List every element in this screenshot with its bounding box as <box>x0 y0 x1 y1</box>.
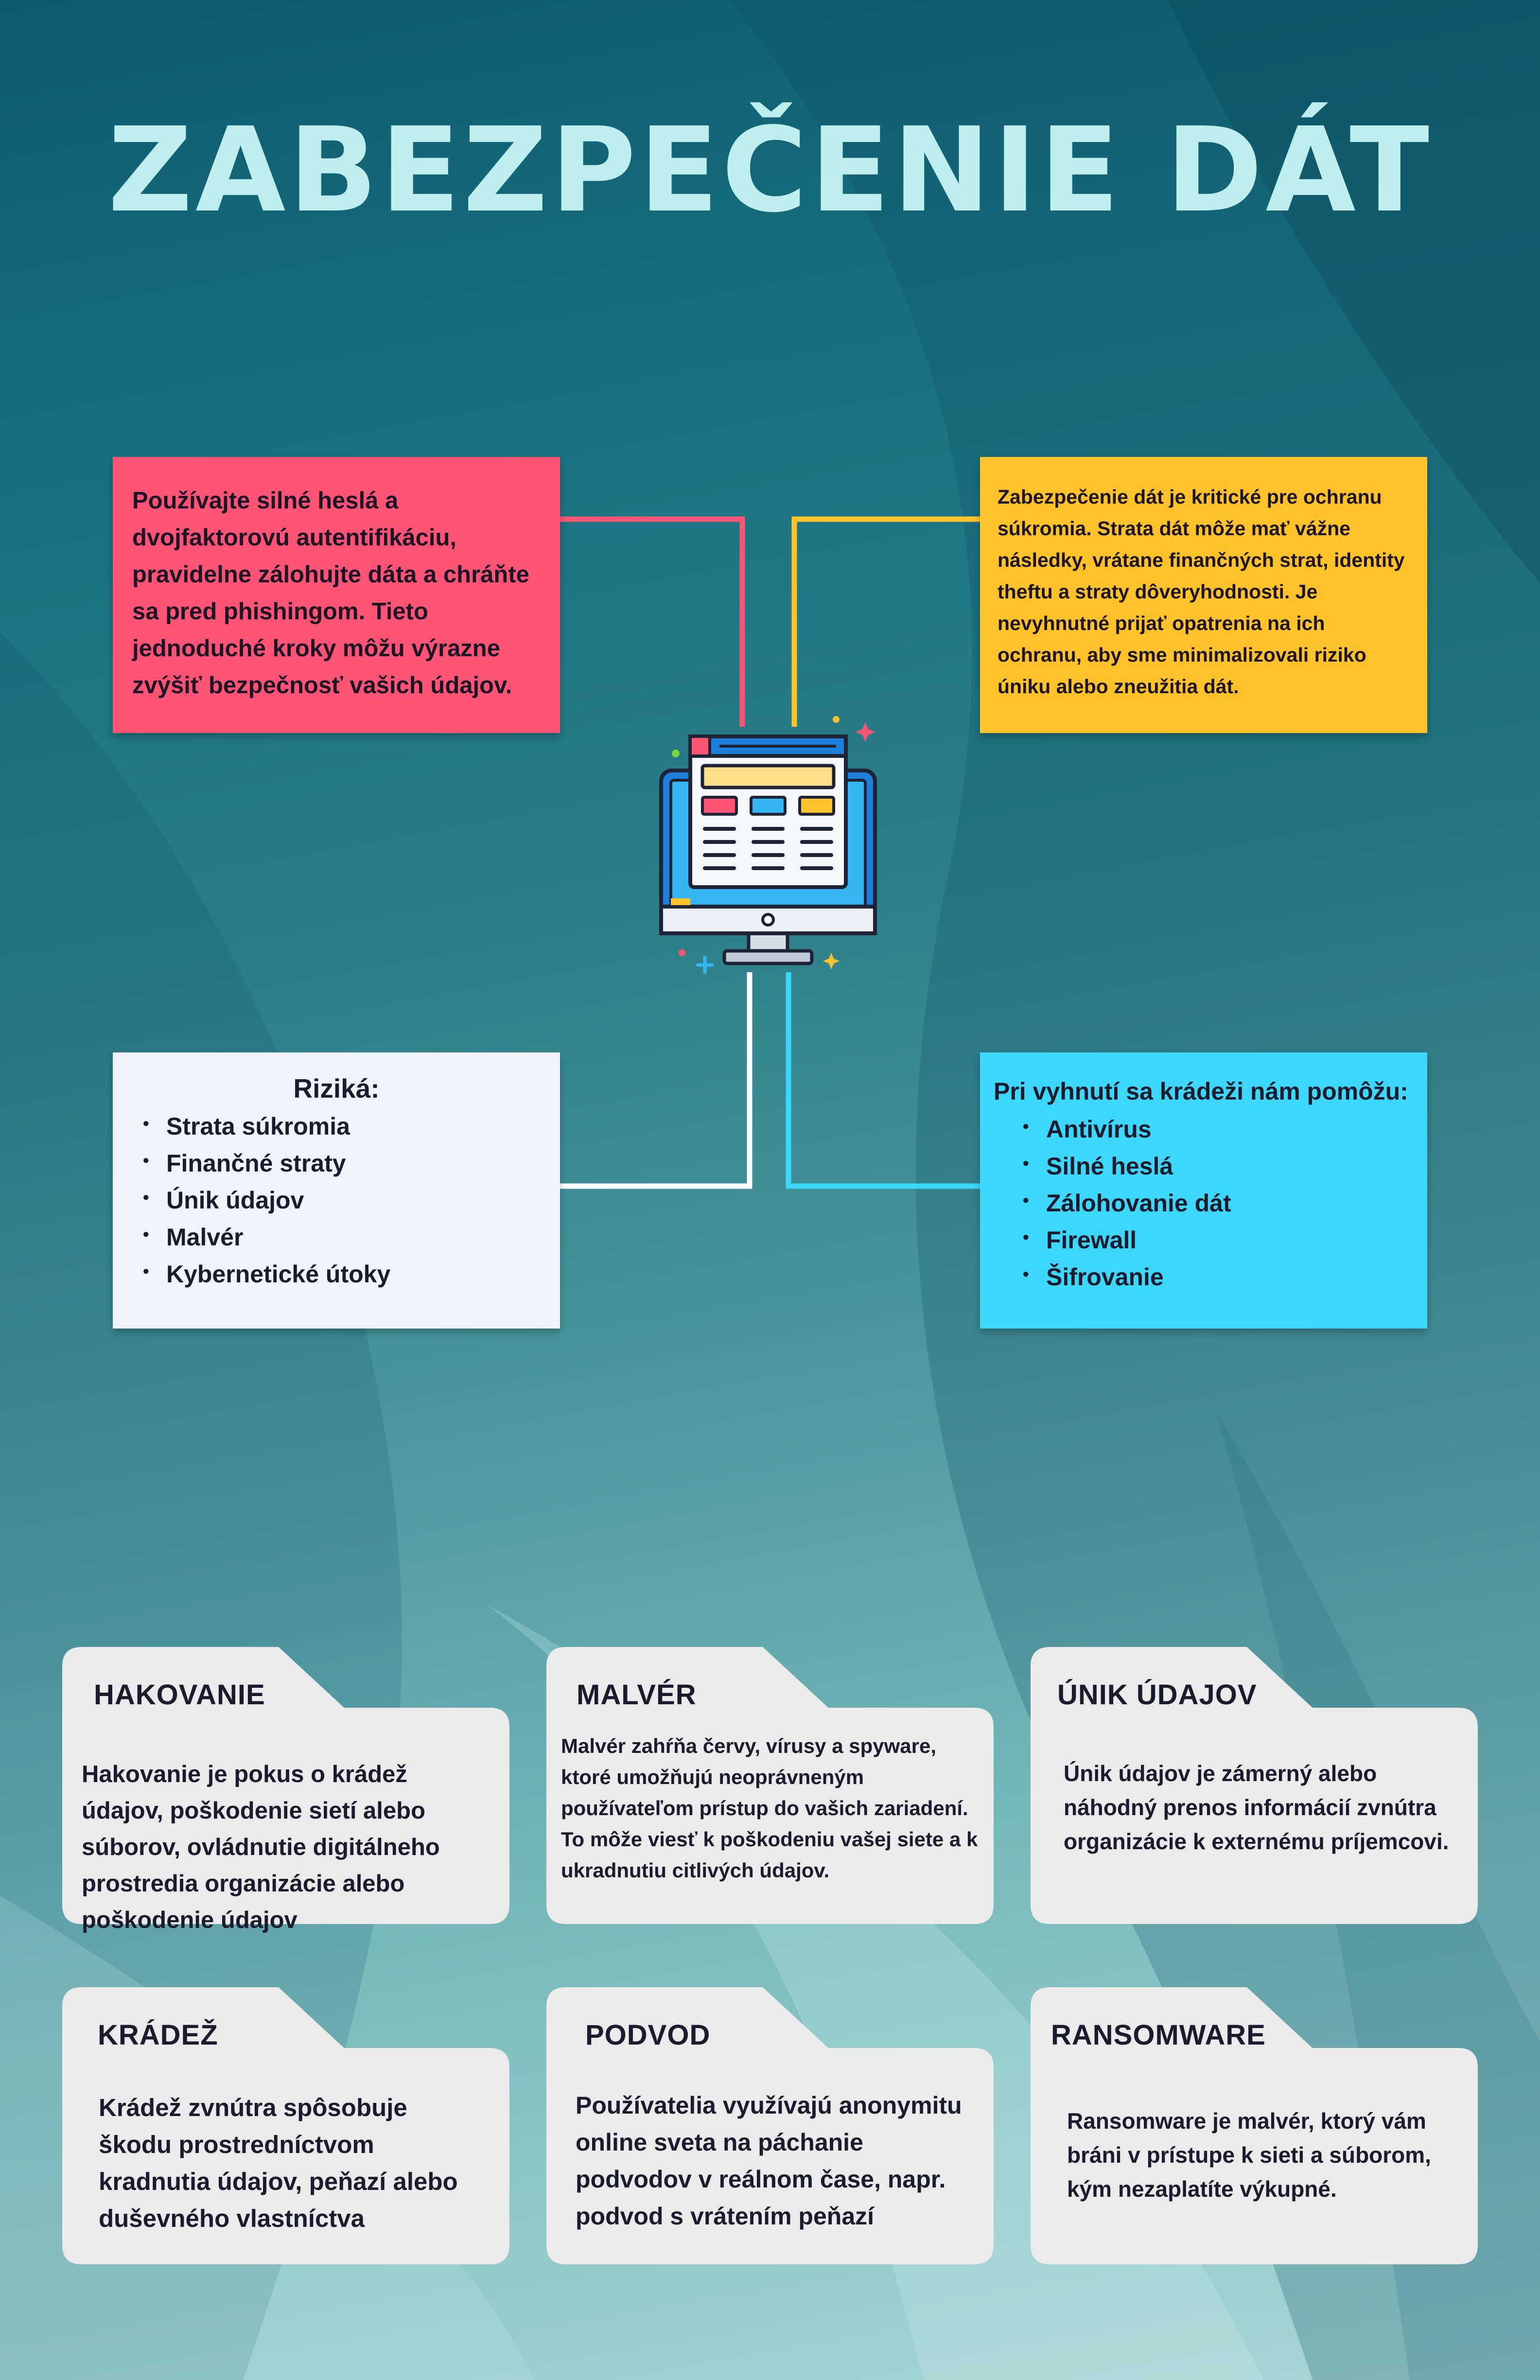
security-tips-box: Používajte silné heslá a dvojfaktorovú a… <box>113 457 560 733</box>
list-item: Firewall <box>1017 1219 1413 1259</box>
card-title: HAKOVANIE <box>94 1679 265 1711</box>
list-item: Kybernetické útoky <box>137 1253 541 1293</box>
risks-list: Strata súkromia Finančné straty Únik úda… <box>137 1105 541 1293</box>
card-text: Používatelia využívajú anonymitu online … <box>576 2092 962 2230</box>
card-text: Ransomware je malvér, ktorý vám bráni v … <box>1067 2108 1431 2202</box>
risks-box: Riziká: Strata súkromia Finančné straty … <box>113 1052 560 1329</box>
list-item: Zálohovanie dát <box>1017 1182 1413 1222</box>
page-title: ZABEZPEČENIE DÁT <box>107 102 1433 238</box>
prevention-title: Pri vyhnutí sa krádeži nám pomôžu: <box>994 1078 1408 1105</box>
card-shape <box>62 1647 509 1924</box>
importance-text: Zabezpečenie dát je kritické pre ochranu… <box>998 486 1405 698</box>
card-shape <box>546 1987 994 2264</box>
list-item: Strata súkromia <box>137 1105 541 1145</box>
risks-title: Riziká: <box>293 1073 380 1103</box>
card-malver: MALVÉR Malvér zahŕňa červy, vírusy a spy… <box>546 1647 994 1924</box>
card-text: Krádež zvnútra spôsobuje škodu prostredn… <box>99 2094 458 2232</box>
card-title: ÚNIK ÚDAJOV <box>1057 1679 1257 1711</box>
list-item: Šifrovanie <box>1017 1256 1413 1295</box>
list-item: Únik údajov <box>137 1179 541 1219</box>
card-unik-udajov: ÚNIK ÚDAJOV Únik údajov je zámerný alebo… <box>1031 1647 1478 1924</box>
prevention-list: Antivírus Silné heslá Zálohovanie dát Fi… <box>1017 1108 1413 1295</box>
prevention-box: Pri vyhnutí sa krádeži nám pomôžu: Antiv… <box>980 1052 1427 1329</box>
card-shape <box>1031 1647 1478 1924</box>
card-ransomware: RANSOMWARE Ransomware je malvér, ktorý v… <box>1031 1987 1478 2264</box>
card-shape <box>546 1647 994 1924</box>
list-item: Finančné straty <box>137 1142 541 1182</box>
security-tips-text: Používajte silné heslá a dvojfaktorovú a… <box>132 488 529 699</box>
card-title: RANSOMWARE <box>1051 2019 1266 2051</box>
card-kradez: KRÁDEŽ Krádež zvnútra spôsobuje škodu pr… <box>62 1987 509 2264</box>
card-text: Únik údajov je zámerný alebo náhodný pre… <box>1064 1761 1449 1854</box>
card-title: PODVOD <box>585 2019 711 2051</box>
list-item: Malvér <box>137 1216 541 1256</box>
list-item: Antivírus <box>1017 1108 1413 1148</box>
card-text: Malvér zahŕňa červy, vírusy a spyware, k… <box>561 1734 978 1882</box>
list-item: Silné heslá <box>1017 1145 1413 1185</box>
card-title: MALVÉR <box>577 1679 697 1711</box>
importance-box: Zabezpečenie dát je kritické pre ochranu… <box>980 457 1427 733</box>
card-hakovanie: HAKOVANIE Hakovanie je pokus o krádež úd… <box>62 1647 509 1933</box>
card-shape <box>1031 1987 1478 2264</box>
card-text: Hakovanie je pokus o krádež údajov, pošk… <box>82 1761 440 1933</box>
computer-monitor-icon <box>659 716 877 974</box>
card-podvod: PODVOD Používatelia využívajú anonymitu … <box>546 1987 994 2264</box>
card-shape <box>62 1987 509 2264</box>
card-title: KRÁDEŽ <box>98 2019 218 2051</box>
